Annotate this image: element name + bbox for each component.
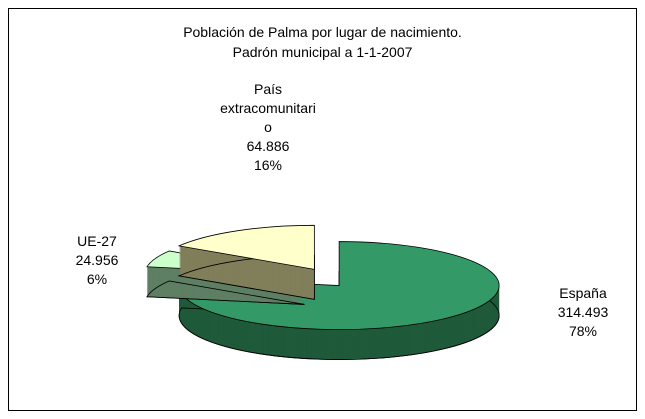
percent-label: 16%	[253, 157, 283, 173]
slice	[178, 241, 500, 330]
percent-label: 6%	[86, 271, 108, 287]
chart-subtitle: Padrón municipal a 1-1-2007	[232, 44, 413, 60]
category-label: País extracomunitario	[220, 81, 316, 135]
value-label: 64.886	[246, 138, 290, 154]
category-label: España	[559, 285, 607, 301]
slice-label: UE-27 24.956 6%	[62, 232, 132, 289]
percent-label: 78%	[568, 323, 598, 339]
slice-label: España 314.493 78%	[548, 284, 618, 341]
category-label: UE-27	[77, 233, 117, 249]
slice	[177, 224, 315, 270]
slice-side-outline	[146, 280, 305, 305]
value-label: 314.493	[557, 304, 609, 320]
chart-title: Población de Palma por lugar de nacimien…	[183, 24, 462, 40]
slice-label: País extracomunitario 64.886 16%	[218, 80, 318, 175]
value-label: 24.956	[75, 252, 119, 268]
